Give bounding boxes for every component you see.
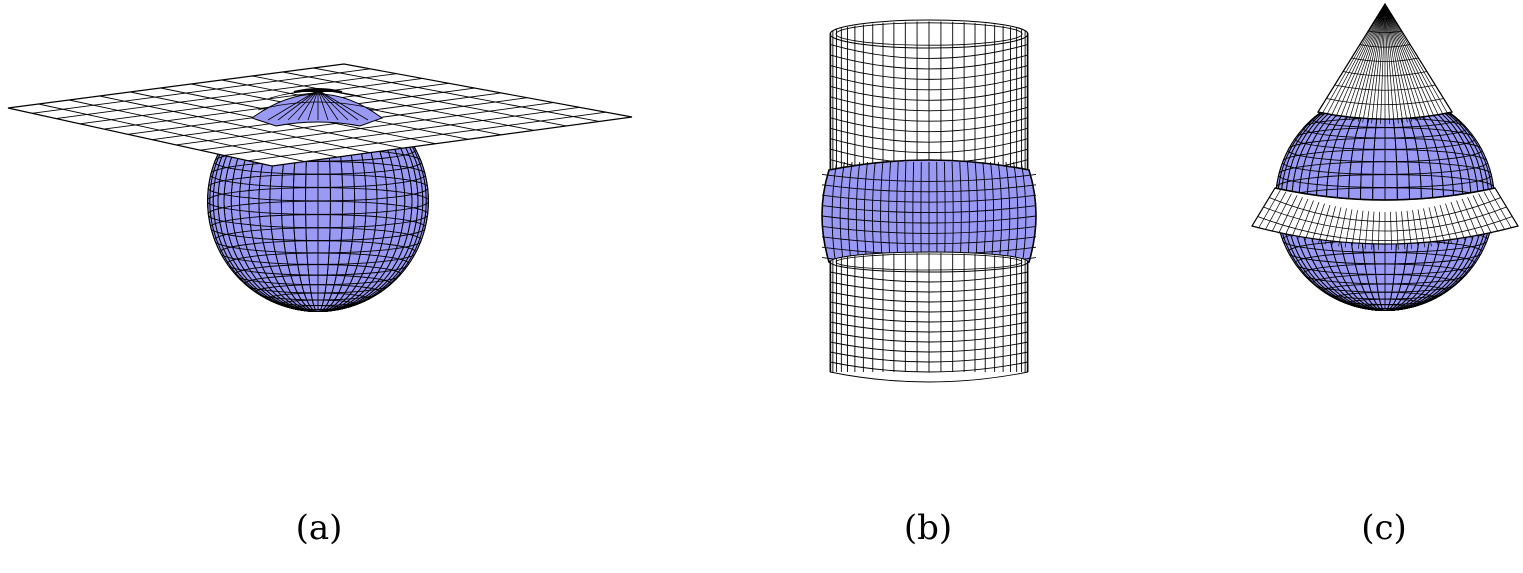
panel-b	[821, 19, 1037, 383]
panel-a	[7, 63, 633, 312]
cone-top-c	[1317, 2, 1453, 124]
caption-b: (b)	[903, 508, 953, 548]
sphere-cap-a	[250, 88, 384, 127]
cone-skirt-c	[1251, 187, 1519, 250]
panel-c	[1251, 2, 1519, 311]
cylinder-upper-b	[829, 19, 1029, 185]
cylinder-lower-b	[829, 251, 1029, 383]
caption-c: (c)	[1361, 508, 1407, 548]
caption-a: (a)	[295, 508, 343, 548]
